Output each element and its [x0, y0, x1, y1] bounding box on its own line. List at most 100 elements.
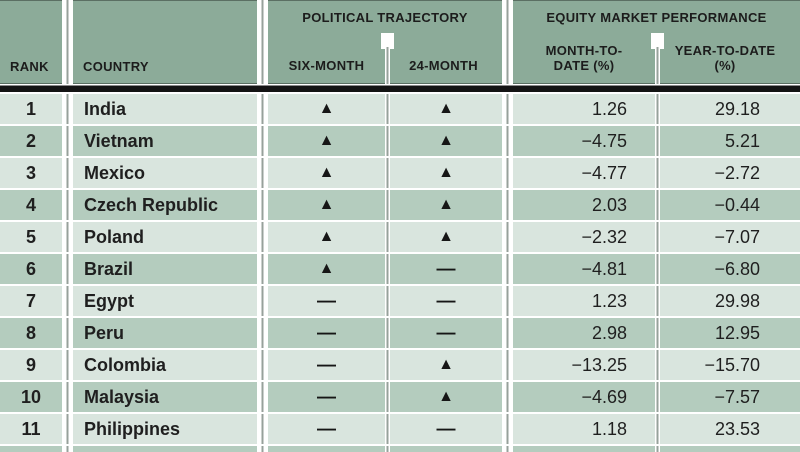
- mtd-value-cell: 1.26: [513, 94, 655, 124]
- ytd-value-cell: −7.57: [660, 382, 800, 412]
- column-gutter: [502, 286, 513, 316]
- country-cell: Czech Republic: [73, 190, 257, 220]
- column-divider: [655, 414, 660, 444]
- mtd-value-cell: −4.69: [513, 382, 655, 412]
- twenty-four-month-trend-cell: ▲: [390, 350, 502, 380]
- column-gutter: [62, 0, 73, 84]
- column-divider: [655, 382, 660, 412]
- partial-cell: [0, 446, 62, 452]
- trend-up-icon: ▲: [438, 164, 454, 181]
- column-gutter: [62, 158, 73, 188]
- table-row: 2 Vietnam ▲ ▲ −4.75 5.21: [0, 126, 800, 156]
- six-month-trend-cell: ▲: [268, 190, 385, 220]
- column-gutter: [62, 446, 73, 452]
- rank-cell: 6: [0, 254, 62, 284]
- column-divider: [385, 382, 390, 412]
- rank-cell: 10: [0, 382, 62, 412]
- column-gutter: [502, 350, 513, 380]
- trend-up-icon: ▲: [438, 100, 454, 117]
- partial-cell: [513, 446, 655, 452]
- ytd-value-cell: 29.18: [660, 94, 800, 124]
- six-month-trend-cell: —: [268, 350, 385, 380]
- column-gutter: [62, 286, 73, 316]
- table-row: 7 Egypt — — 1.23 29.98: [0, 286, 800, 316]
- six-month-column-header: SIX-MONTH: [268, 58, 385, 83]
- trend-flat-icon: —: [436, 418, 456, 440]
- six-month-trend-cell: ▲: [268, 254, 385, 284]
- twenty-four-month-trend-cell: —: [390, 318, 502, 348]
- column-gutter: [502, 126, 513, 156]
- equity-performance-group-label: EQUITY MARKET PERFORMANCE: [546, 10, 767, 25]
- header-subdivider: [655, 47, 660, 84]
- trend-up-icon: ▲: [318, 228, 335, 245]
- six-month-trend-cell: ▲: [268, 126, 385, 156]
- column-gutter: [257, 382, 268, 412]
- column-gutter: [62, 126, 73, 156]
- ytd-value-cell: −7.07: [660, 222, 800, 252]
- rank-cell: 8: [0, 318, 62, 348]
- rank-cell: 2: [0, 126, 62, 156]
- table-row: 11 Philippines — — 1.18 23.53: [0, 414, 800, 444]
- column-gutter: [502, 94, 513, 124]
- mtd-column-label-line2: DATE (%): [553, 58, 615, 74]
- country-cell: Peru: [73, 318, 257, 348]
- column-divider: [385, 414, 390, 444]
- trend-flat-icon: —: [317, 322, 336, 344]
- column-gutter: [257, 158, 268, 188]
- country-cell: Egypt: [73, 286, 257, 316]
- table-row: 5 Poland ▲ ▲ −2.32 −7.07: [0, 222, 800, 252]
- column-gutter: [502, 190, 513, 220]
- twenty-four-month-column-label: 24-MONTH: [409, 58, 478, 74]
- table-row-partial: [0, 446, 800, 452]
- country-cell: Brazil: [73, 254, 257, 284]
- trend-flat-icon: —: [436, 322, 456, 344]
- trend-up-icon: ▲: [318, 260, 335, 277]
- column-gutter: [257, 414, 268, 444]
- trend-up-icon: ▲: [318, 196, 335, 213]
- twenty-four-month-trend-cell: ▲: [390, 126, 502, 156]
- column-gutter: [62, 254, 73, 284]
- trend-flat-icon: —: [317, 354, 336, 376]
- ytd-value-cell: −0.44: [660, 190, 800, 220]
- rank-cell: 7: [0, 286, 62, 316]
- column-divider: [385, 94, 390, 124]
- trend-up-icon: ▲: [438, 388, 454, 405]
- trend-up-icon: ▲: [318, 100, 335, 117]
- column-gutter: [257, 446, 268, 452]
- country-cell: Vietnam: [73, 126, 257, 156]
- table-row: 1 India ▲ ▲ 1.26 29.18: [0, 94, 800, 124]
- column-divider: [385, 222, 390, 252]
- country-cell: Colombia: [73, 350, 257, 380]
- six-month-column-label: SIX-MONTH: [288, 58, 365, 74]
- table-row: 8 Peru — — 2.98 12.95: [0, 318, 800, 348]
- twenty-four-month-trend-cell: —: [390, 414, 502, 444]
- column-gutter: [257, 222, 268, 252]
- mtd-value-cell: 2.98: [513, 318, 655, 348]
- table-row: 10 Malaysia — ▲ −4.69 −7.57: [0, 382, 800, 412]
- six-month-trend-cell: —: [268, 318, 385, 348]
- ytd-value-cell: 12.95: [660, 318, 800, 348]
- ytd-value-cell: −15.70: [660, 350, 800, 380]
- country-cell: Mexico: [73, 158, 257, 188]
- column-gutter: [655, 446, 660, 452]
- rank-column-header: RANK: [0, 0, 62, 84]
- table-row: 9 Colombia — ▲ −13.25 −15.70: [0, 350, 800, 380]
- mtd-column-label-line1: MONTH-TO-: [545, 43, 623, 59]
- mtd-value-cell: −13.25: [513, 350, 655, 380]
- partial-cell: [660, 446, 800, 452]
- mtd-value-cell: −4.77: [513, 158, 655, 188]
- twenty-four-month-column-header: 24-MONTH: [385, 58, 502, 83]
- column-divider: [385, 190, 390, 220]
- six-month-trend-cell: —: [268, 286, 385, 316]
- column-gutter: [502, 222, 513, 252]
- column-gutter: [502, 254, 513, 284]
- trend-flat-icon: —: [436, 258, 456, 280]
- column-divider: [655, 286, 660, 316]
- rank-cell: 5: [0, 222, 62, 252]
- header-divider-notch: [381, 33, 394, 49]
- column-gutter: [62, 350, 73, 380]
- column-divider: [655, 222, 660, 252]
- twenty-four-month-trend-cell: ▲: [390, 222, 502, 252]
- twenty-four-month-trend-cell: ▲: [390, 158, 502, 188]
- column-divider: [385, 254, 390, 284]
